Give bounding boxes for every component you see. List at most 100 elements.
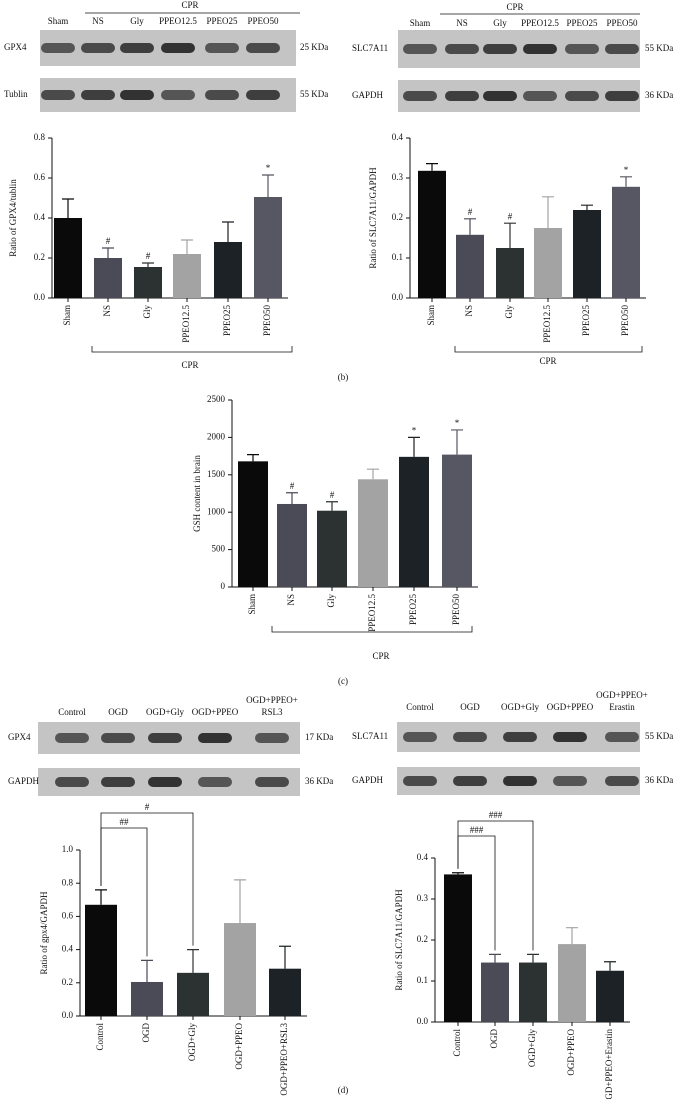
blot-band xyxy=(55,777,89,787)
bar xyxy=(317,510,347,587)
y-axis-label: Ratio of gpx4/GAPDH xyxy=(39,891,49,975)
significance-mark: ### xyxy=(489,810,503,820)
bar xyxy=(442,454,472,587)
blot-row-name: SLC7A11 xyxy=(352,43,388,53)
blot-membrane xyxy=(398,80,640,112)
blot-band xyxy=(120,43,154,53)
error-bar xyxy=(279,945,291,969)
bar xyxy=(214,242,242,298)
blot-band xyxy=(403,732,437,742)
blot-row-name: GAPDH xyxy=(352,775,384,785)
y-tick-label: 0.3 xyxy=(417,893,429,903)
y-tick-label: 1000 xyxy=(207,506,226,516)
x-tick-label: OGD+PPEO xyxy=(234,1023,244,1070)
error-bar xyxy=(604,961,616,971)
blot-band xyxy=(403,44,437,54)
blot-row-name: GPX4 xyxy=(8,732,31,742)
blot-band xyxy=(55,733,89,743)
error-bar xyxy=(286,492,298,504)
y-tick-label: 2500 xyxy=(207,394,226,404)
group-bracket xyxy=(91,346,293,353)
significance-mark: # xyxy=(468,207,473,217)
bar xyxy=(134,267,162,298)
y-tick-label: 0.2 xyxy=(34,252,45,262)
error-bar xyxy=(367,468,379,480)
bar xyxy=(254,197,282,298)
x-tick-label: PPEO50 xyxy=(451,594,461,626)
bar xyxy=(596,970,624,1022)
blot-size: 55 KDa xyxy=(645,731,673,741)
error-bar xyxy=(426,163,438,171)
error-bar xyxy=(451,429,463,455)
blot-band xyxy=(565,91,599,101)
lane-label: OGD+PPEO xyxy=(547,702,594,712)
y-axis-label: Ratio of SLC7A11/GAPDH xyxy=(394,889,404,991)
group-bracket xyxy=(271,626,473,633)
error-bar xyxy=(464,218,476,235)
lane-label: OGD+Gly xyxy=(146,707,185,717)
blot-row-name: GPX4 xyxy=(4,42,27,52)
lane-label: OGD+PPEO xyxy=(192,707,239,717)
error-bar xyxy=(62,198,74,218)
significance-mark: # xyxy=(146,251,151,261)
blot-band xyxy=(523,44,557,54)
y-tick-label: 0.8 xyxy=(34,132,46,142)
lane-label: OGD+PPEO+ xyxy=(246,695,298,705)
blot-band xyxy=(605,44,639,54)
bar xyxy=(269,968,301,1016)
blot-band xyxy=(483,44,517,54)
y-axis-label: Ratio of GPX4/tublin xyxy=(8,179,18,257)
blot-band xyxy=(255,733,289,743)
blot-size: 17 KDa xyxy=(305,732,333,742)
lane-label: RSL3 xyxy=(261,707,283,717)
blot-size: 36 KDa xyxy=(305,776,333,786)
x-tick-label: NS xyxy=(102,305,112,317)
lane-label: Gly xyxy=(130,16,144,26)
significance-bracket xyxy=(100,812,194,946)
lane-label: OGD+Gly xyxy=(501,702,540,712)
x-tick-label: PPEO50 xyxy=(620,305,630,337)
error-bar xyxy=(581,204,593,210)
error-bar xyxy=(566,927,578,945)
blot-size: 36 KDa xyxy=(645,775,673,785)
blot-band xyxy=(101,777,135,787)
error-bar xyxy=(222,221,234,242)
y-tick-label: 0.0 xyxy=(417,1016,429,1026)
blot-band xyxy=(41,43,75,53)
lane-label: PPEO12.5 xyxy=(159,16,197,26)
error-bar xyxy=(142,262,154,267)
y-axis-label: Ratio of SLC7A11/GAPDH xyxy=(368,167,378,269)
error-bar xyxy=(542,196,554,228)
blot-band xyxy=(445,91,479,101)
significance-mark: * xyxy=(266,163,271,173)
x-tick-label: PPEO12.5 xyxy=(542,305,552,343)
error-bar xyxy=(489,953,501,963)
group-label: CPR xyxy=(181,0,198,10)
significance-bracket xyxy=(457,820,534,951)
y-tick-label: 0 xyxy=(221,581,226,591)
bar xyxy=(558,944,586,1022)
bar xyxy=(85,904,117,1016)
lane-label: NS xyxy=(92,16,104,26)
y-tick-label: 0.8 xyxy=(62,877,74,887)
panel-label: (b) xyxy=(338,372,349,382)
bar xyxy=(573,210,601,298)
blot-band xyxy=(148,733,182,743)
blot-band xyxy=(605,732,639,742)
bar xyxy=(519,962,547,1022)
lane-label: Control xyxy=(406,702,434,712)
bar xyxy=(94,258,122,298)
blot-band xyxy=(120,90,154,100)
blot-band xyxy=(453,776,487,786)
error-bar xyxy=(187,949,199,973)
bar xyxy=(131,981,163,1016)
lane-label: NS xyxy=(456,18,468,28)
y-tick-label: 0.1 xyxy=(392,252,403,262)
x-tick-label: Gly xyxy=(326,594,336,608)
significance-mark: * xyxy=(624,165,629,175)
blot-band xyxy=(161,90,195,100)
x-tick-label: NS xyxy=(286,594,296,606)
blot-band xyxy=(198,777,232,787)
error-bar xyxy=(247,454,259,462)
